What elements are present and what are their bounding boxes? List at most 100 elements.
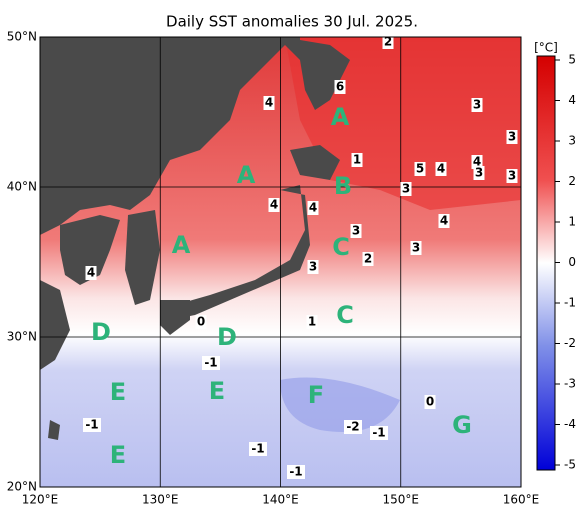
contour-label-box: [506, 169, 518, 183]
land-asia: [40, 37, 300, 235]
region-label: A: [331, 103, 350, 131]
contour-label-box: [202, 356, 220, 370]
contour-label: 3: [309, 260, 317, 274]
x-tick-label: 130°E: [142, 493, 179, 507]
contour-label: 1: [353, 153, 361, 167]
region-label: A: [172, 231, 191, 259]
contour-label-box: [410, 241, 422, 255]
contour-label: 4: [87, 266, 95, 280]
grid: [40, 37, 521, 487]
contour-label: 4: [309, 201, 317, 215]
region-label: E: [110, 441, 126, 469]
cool-anomaly: [280, 377, 400, 432]
contour-label: 1: [308, 315, 316, 329]
land-china-south: [40, 280, 70, 370]
contour-label-box: [249, 442, 267, 456]
y-tick-label: 50°N: [7, 30, 37, 44]
y-tick-label: 20°N: [7, 480, 37, 494]
land-kyushu: [160, 300, 190, 335]
colorbar-tick-label: 1: [568, 215, 576, 229]
region-label: G: [452, 411, 472, 439]
region-label: D: [91, 318, 111, 346]
colorbar-tick-label: -2: [564, 336, 576, 350]
region-label: B: [334, 172, 352, 200]
contour-label: 0: [197, 315, 205, 329]
contour-label-box: [400, 182, 412, 196]
x-tick-label: 120°E: [22, 493, 59, 507]
land-korea: [125, 210, 160, 305]
contour-label-box: [83, 418, 101, 432]
contour-label: -2: [346, 420, 359, 434]
x-tick-label: 140°E: [262, 493, 299, 507]
contour-label: 6: [336, 80, 344, 94]
colorbar: [536, 55, 556, 471]
region-label: D: [217, 323, 237, 351]
contour-label-box: [195, 315, 207, 329]
title: Daily SST anomalies 30 Jul. 2025.: [166, 13, 418, 31]
contour-label-box: [307, 260, 319, 274]
contour-label-box: [424, 395, 436, 409]
x-tick-label: 160°E: [503, 493, 540, 507]
contour-label: -1: [289, 465, 302, 479]
colorbar-tick-label: 4: [568, 93, 576, 107]
contour-label-box: [263, 96, 275, 110]
contour-label-box: [307, 201, 319, 215]
contour-label-box: [85, 266, 97, 280]
contour-label-box: [370, 426, 388, 440]
contour-label: 3: [475, 166, 483, 180]
contour-label: -1: [85, 418, 98, 432]
contour-label: 3: [508, 169, 516, 183]
contour-label-box: [435, 162, 447, 176]
contour-label: 3: [402, 182, 410, 196]
contour-label-box: [414, 162, 426, 176]
contour-label: 3: [508, 130, 516, 144]
contour-label: 3: [352, 224, 360, 238]
colorbar-unit: [°C]: [534, 41, 558, 55]
region-label: A: [237, 161, 256, 189]
contour-label: 2: [384, 35, 392, 49]
colorbar-tick-label: 3: [568, 134, 576, 148]
contour-label: -1: [251, 442, 264, 456]
land-sakhalin: [300, 40, 350, 110]
contour-label: 4: [270, 198, 278, 212]
contour-label: 4: [265, 96, 273, 110]
contour-label-box: [471, 98, 483, 112]
contour-label: 2: [364, 252, 372, 266]
contour-label: 3: [473, 98, 481, 112]
contour-label-box: [344, 420, 362, 434]
colorbar-tick-label: 5: [568, 53, 576, 67]
contour-label: 4: [440, 214, 448, 228]
contour-label-box: [473, 166, 485, 180]
y-tick-label: 40°N: [7, 180, 37, 194]
region-label: E: [110, 378, 126, 406]
y-tick-label: 30°N: [7, 330, 37, 344]
contour-label: 3: [412, 241, 420, 255]
contour-label: 5: [416, 162, 424, 176]
contour-label-box: [438, 214, 450, 228]
region-label: E: [209, 377, 225, 405]
contour-label: -1: [204, 356, 217, 370]
colorbar-tick-label: -1: [564, 296, 576, 310]
land-hokkaido: [290, 145, 340, 180]
region-label: C: [336, 301, 354, 329]
region-label: F: [308, 381, 324, 409]
map-frame: [39, 36, 522, 488]
land-china-coast: [60, 215, 120, 285]
colorbar-tick-label: 2: [568, 174, 576, 188]
x-tick-label: 150°E: [383, 493, 420, 507]
contour-label-box: [287, 465, 305, 479]
colorbar-tick-label: -3: [564, 377, 576, 391]
contour-label-box: [471, 155, 483, 169]
contour-label: 0: [426, 395, 434, 409]
contour-label-box: [382, 37, 394, 49]
contour-label-box: [506, 130, 518, 144]
contour-label-box: [362, 252, 374, 266]
contour-label-box: [351, 153, 363, 167]
contour-label-box: [350, 224, 362, 238]
colorbar-tick-label: -4: [564, 417, 576, 431]
colorbar-tick-label: 0: [568, 255, 576, 269]
contour-label: -1: [372, 426, 385, 440]
